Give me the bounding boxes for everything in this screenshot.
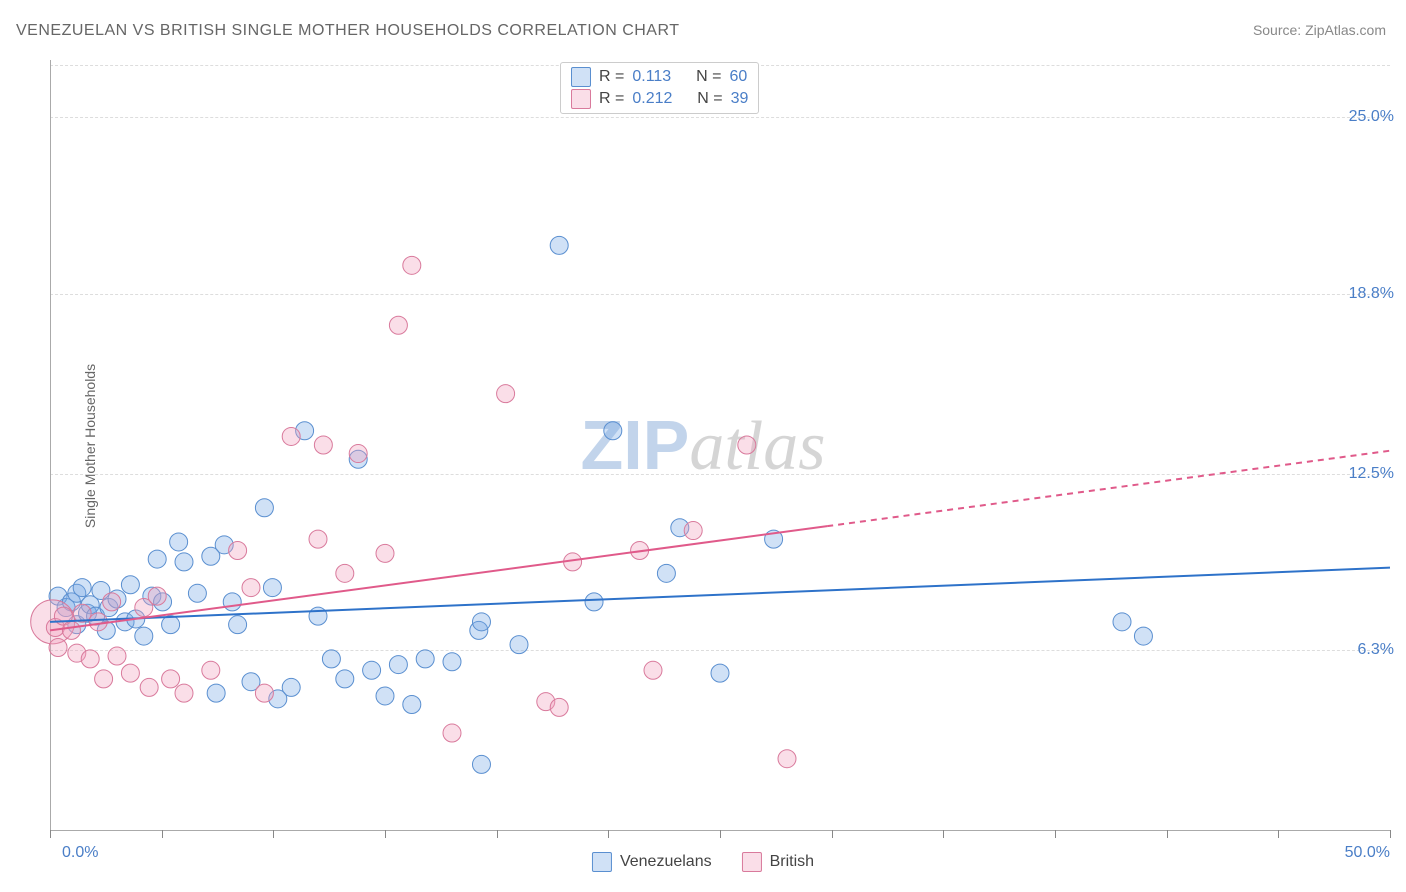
scatter-point bbox=[175, 684, 193, 702]
scatter-point bbox=[443, 653, 461, 671]
scatter-point bbox=[550, 698, 568, 716]
x-tick-label-start: 0.0% bbox=[62, 844, 98, 862]
scatter-point bbox=[472, 755, 490, 773]
scatter-point bbox=[349, 445, 367, 463]
scatter-point bbox=[585, 593, 603, 611]
scatter-point bbox=[175, 553, 193, 571]
stat-row-venezuelans: R =0.113 N =60 bbox=[571, 67, 748, 87]
legend-label: British bbox=[770, 853, 814, 871]
correlation-stats-box: R =0.113 N =60R =0.212 N =39 bbox=[560, 62, 759, 114]
scatter-point bbox=[121, 576, 139, 594]
scatter-point bbox=[443, 724, 461, 742]
scatter-point bbox=[403, 696, 421, 714]
scatter-point bbox=[255, 499, 273, 517]
scatter-point bbox=[778, 750, 796, 768]
scatter-point bbox=[229, 616, 247, 634]
scatter-point bbox=[472, 613, 490, 631]
scatter-point bbox=[148, 587, 166, 605]
scatter-point bbox=[389, 316, 407, 334]
chart-title: VENEZUELAN VS BRITISH SINGLE MOTHER HOUS… bbox=[16, 22, 680, 40]
scatter-point bbox=[416, 650, 434, 668]
scatter-point bbox=[121, 664, 139, 682]
scatter-point bbox=[263, 579, 281, 597]
trend-line-dashed-british bbox=[827, 451, 1390, 526]
legend-label: Venezuelans bbox=[620, 853, 712, 871]
scatter-point bbox=[282, 678, 300, 696]
scatter-point bbox=[336, 564, 354, 582]
scatter-point bbox=[255, 684, 273, 702]
scatter-point bbox=[309, 530, 327, 548]
scatter-point bbox=[81, 650, 99, 668]
scatter-point bbox=[711, 664, 729, 682]
legend-swatch bbox=[742, 852, 762, 872]
stat-swatch bbox=[571, 67, 591, 87]
legend: Venezuelans British bbox=[592, 852, 814, 872]
scatter-point bbox=[403, 256, 421, 274]
scatter-point bbox=[363, 661, 381, 679]
scatter-point bbox=[95, 670, 113, 688]
legend-swatch bbox=[592, 852, 612, 872]
scatter-point bbox=[497, 385, 515, 403]
scatter-point bbox=[738, 436, 756, 454]
scatter-point bbox=[89, 613, 107, 631]
scatter-point bbox=[604, 422, 622, 440]
trend-line-british bbox=[50, 526, 827, 630]
stat-swatch bbox=[571, 89, 591, 109]
source-attribution: Source: ZipAtlas.com bbox=[1253, 22, 1386, 38]
scatter-point bbox=[73, 579, 91, 597]
scatter-point bbox=[644, 661, 662, 679]
scatter-point bbox=[242, 579, 260, 597]
stat-row-british: R =0.212 N =39 bbox=[571, 89, 748, 109]
scatter-point bbox=[207, 684, 225, 702]
scatter-point bbox=[49, 638, 67, 656]
scatter-point bbox=[1134, 627, 1152, 645]
scatter-point bbox=[162, 670, 180, 688]
scatter-point bbox=[376, 687, 394, 705]
scatter-plot bbox=[50, 60, 1390, 830]
scatter-point bbox=[188, 584, 206, 602]
scatter-point bbox=[202, 661, 220, 679]
scatter-point bbox=[135, 627, 153, 645]
scatter-point bbox=[389, 656, 407, 674]
scatter-point bbox=[1113, 613, 1131, 631]
legend-item-venezuelans: Venezuelans bbox=[592, 852, 712, 872]
scatter-point bbox=[684, 522, 702, 540]
scatter-point bbox=[314, 436, 332, 454]
legend-item-british: British bbox=[742, 852, 814, 872]
scatter-point bbox=[322, 650, 340, 668]
scatter-point bbox=[336, 670, 354, 688]
scatter-point bbox=[148, 550, 166, 568]
scatter-point bbox=[282, 427, 300, 445]
scatter-point bbox=[140, 678, 158, 696]
scatter-point bbox=[108, 647, 126, 665]
scatter-point bbox=[62, 621, 80, 639]
scatter-point bbox=[550, 236, 568, 254]
scatter-point bbox=[170, 533, 188, 551]
scatter-point bbox=[510, 636, 528, 654]
scatter-point bbox=[376, 544, 394, 562]
x-tick-label-end: 50.0% bbox=[1345, 844, 1390, 862]
scatter-point bbox=[103, 593, 121, 611]
scatter-point bbox=[223, 593, 241, 611]
scatter-point bbox=[162, 616, 180, 634]
scatter-point bbox=[657, 564, 675, 582]
scatter-point bbox=[229, 542, 247, 560]
